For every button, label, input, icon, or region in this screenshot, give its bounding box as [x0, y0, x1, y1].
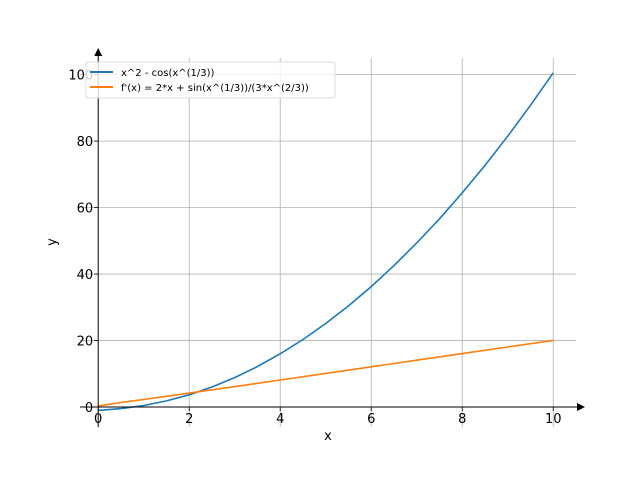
x-tick-label: 0: [94, 412, 102, 427]
legend-frame: [85, 61, 336, 99]
legend-label-1: f'(x) = 2*x + sin(x^(1/3))/(3*x^(2/3)): [121, 83, 309, 94]
x-tick-label: 4: [276, 412, 284, 427]
y-axis-arrow-icon: [94, 48, 103, 56]
x-tick-label: 6: [367, 412, 375, 427]
x-axis-arrow-icon: [577, 403, 585, 412]
x-tick-label: 8: [458, 412, 466, 427]
y-tick-label: 40: [77, 268, 94, 283]
grid: [80, 58, 576, 427]
y-axis-label: y: [45, 238, 60, 246]
x-axis-label: x: [324, 429, 332, 444]
axes: [80, 48, 585, 427]
y-tick-label: 20: [77, 335, 94, 350]
y-tick-label: 0: [85, 401, 93, 416]
series-line-1: [98, 339, 554, 407]
series-line-0: [98, 72, 554, 412]
y-tick-label: 80: [77, 135, 94, 150]
legend-label-0: x^2 - cos(x^(1/3)): [121, 68, 215, 79]
series-group: [98, 72, 554, 412]
y-tick-label: 60: [77, 202, 94, 217]
x-tick-label: 2: [185, 412, 193, 427]
legend: x^2 - cos(x^(1/3)) f'(x) = 2*x + sin(x^(…: [85, 61, 336, 99]
x-tick-label: 10: [545, 412, 562, 427]
